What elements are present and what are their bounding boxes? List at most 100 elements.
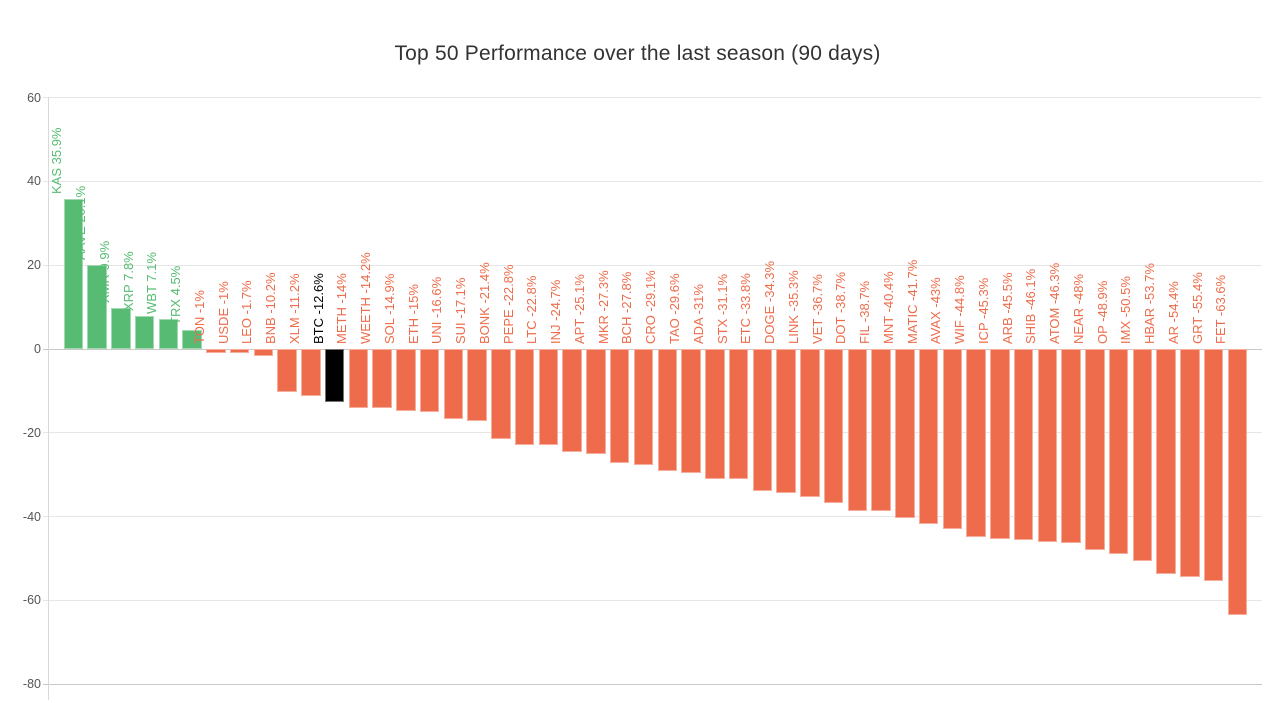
bar-STX[interactable]	[728, 349, 749, 480]
bar-XRP[interactable]	[134, 316, 155, 349]
bar-ICP[interactable]	[990, 349, 1010, 539]
bar-MNT[interactable]	[895, 349, 915, 519]
bar-OP[interactable]	[1108, 349, 1129, 554]
bar-LEO[interactable]	[253, 349, 274, 357]
bar-label-ETC: ETC -33.8%	[738, 273, 754, 344]
bar-SUI[interactable]	[467, 349, 487, 421]
bar-label-SHIB: SHIB -46.1%	[1023, 268, 1039, 344]
y-axis-tick-label: -60	[22, 593, 41, 608]
y-axis-tick-label: -40	[22, 509, 41, 524]
bar-CRO[interactable]	[657, 349, 677, 471]
bar-label-WBT: WBT 7.1%	[144, 252, 160, 315]
bar-MATIC[interactable]	[918, 349, 939, 524]
bar-LTC[interactable]	[538, 349, 559, 445]
bar-label-FIL: FIL -38.7%	[857, 280, 873, 344]
bar-label-HBAR: HBAR -53.7%	[1142, 263, 1158, 344]
bar-AVAX[interactable]	[942, 349, 963, 530]
bar-label-AVAX: AVAX -43%	[928, 277, 944, 344]
bar-AAVE[interactable]	[87, 264, 107, 349]
bar-label-TRX: TRX 4.5%	[168, 265, 184, 326]
bar-label-KAS: KAS 35.9%	[49, 127, 65, 194]
bar-label-FET: FET -63.6%	[1213, 274, 1229, 344]
bar-GRT[interactable]	[1203, 349, 1224, 582]
bar-label-DOGE: DOGE -34.3%	[762, 260, 778, 344]
bar-BCH[interactable]	[633, 349, 654, 466]
gridline-y20	[43, 264, 1262, 266]
bar-label-ARB: ARB -45.5%	[999, 272, 1015, 344]
bar-label-GRT: GRT -55.4%	[1189, 272, 1205, 344]
bar-label-AAVE: AAVE 20.1%	[73, 185, 88, 260]
bar-label-BCH: BCH -27.8%	[619, 271, 635, 344]
bar-label-WIF: WIF -44.8%	[952, 275, 968, 344]
bar-label-LINK: LINK -35.3%	[785, 270, 801, 344]
bar-label-ETH: ETH -15%	[405, 284, 421, 344]
bar-label-AR: AR -54.4%	[1165, 281, 1181, 344]
bar-SOL[interactable]	[396, 349, 416, 412]
bar-label-INJ: INJ -24.7%	[548, 279, 564, 344]
bar-label-ADA: ADA -31%	[690, 284, 706, 344]
bar-label-TON: TON -1%	[191, 290, 207, 344]
bar-label-TAO: TAO -29.6%	[667, 273, 682, 344]
bar-WEETH[interactable]	[372, 349, 392, 409]
bar-label-APT: APT -25.1%	[571, 274, 587, 344]
bar-LINK[interactable]	[800, 349, 820, 497]
bar-BONK[interactable]	[491, 349, 511, 439]
bar-TON[interactable]	[206, 349, 226, 354]
bar-APT[interactable]	[586, 349, 606, 455]
bar-label-STX: STX -31.1%	[714, 273, 730, 344]
bar-label-MKR: MKR -27.3%	[595, 270, 611, 344]
bar-ARB[interactable]	[1013, 349, 1034, 540]
bar-SHIB[interactable]	[1037, 349, 1058, 543]
bar-TAO[interactable]	[681, 349, 701, 474]
bar-BTC[interactable]	[324, 349, 345, 402]
bar-WBT[interactable]	[158, 319, 179, 349]
bar-label-SUI: SUI -17.1%	[453, 277, 469, 344]
gridline-y60	[43, 97, 1262, 99]
bar-MKR[interactable]	[609, 349, 630, 464]
y-axis-tick-label: 20	[27, 258, 41, 273]
bar-label-BNB: BNB -10.2%	[263, 272, 279, 344]
bar-label-LTC: LTC -22.8%	[524, 275, 540, 344]
bar-XMR[interactable]	[111, 307, 131, 349]
bar-label-SOL: SOL -14.9%	[381, 273, 397, 344]
bar-FET[interactable]	[1227, 349, 1248, 616]
bar-label-ICP: ICP -45.3%	[975, 277, 991, 344]
bar-USDE[interactable]	[229, 349, 250, 354]
bar-WIF[interactable]	[966, 349, 986, 537]
bar-ADA[interactable]	[705, 349, 725, 479]
y-axis-tick-label: 60	[27, 90, 41, 105]
bar-label-PEPE: PEPE -22.8%	[500, 264, 516, 345]
bar-KAS[interactable]	[63, 198, 83, 349]
bar-NEAR[interactable]	[1085, 349, 1105, 551]
bar-label-XMR: XMR 9.9%	[96, 240, 112, 303]
bar-label-USDE: USDE -1%	[215, 281, 231, 344]
bar-TRX[interactable]	[182, 330, 202, 349]
bar-IMX[interactable]	[1132, 349, 1153, 561]
bar-XLM[interactable]	[301, 349, 321, 396]
y-axis-tick-label: 0	[34, 342, 41, 356]
bar-ATOM[interactable]	[1061, 349, 1081, 543]
y-axis-line	[48, 97, 49, 700]
bar-DOT[interactable]	[847, 349, 868, 512]
bar-METH[interactable]	[348, 349, 369, 408]
bar-label-NEAR: NEAR -48%	[1070, 273, 1086, 344]
bar-label-CRO: CRO -29.1%	[643, 270, 659, 344]
bar-VET[interactable]	[823, 349, 844, 503]
bar-FIL[interactable]	[871, 349, 891, 512]
bar-ETC[interactable]	[752, 349, 773, 491]
bar-label-BONK: BONK -21.4%	[476, 262, 492, 344]
bar-ETH[interactable]	[419, 349, 440, 412]
bar-label-WEETH: WEETH -14.2%	[358, 252, 374, 344]
y-axis-tick-label: -20	[22, 425, 41, 440]
bar-DOGE[interactable]	[776, 349, 796, 493]
bar-AR[interactable]	[1180, 349, 1200, 577]
bar-INJ[interactable]	[562, 349, 582, 453]
bar-label-DOT: DOT -38.7%	[833, 271, 849, 344]
bar-label-LEO: LEO -1.7%	[239, 280, 255, 344]
bar-BNB[interactable]	[277, 349, 297, 392]
bar-HBAR[interactable]	[1156, 349, 1176, 574]
bar-UNI[interactable]	[443, 349, 464, 419]
bar-PEPE[interactable]	[514, 349, 535, 445]
y-axis-tick-label: 40	[27, 174, 41, 189]
